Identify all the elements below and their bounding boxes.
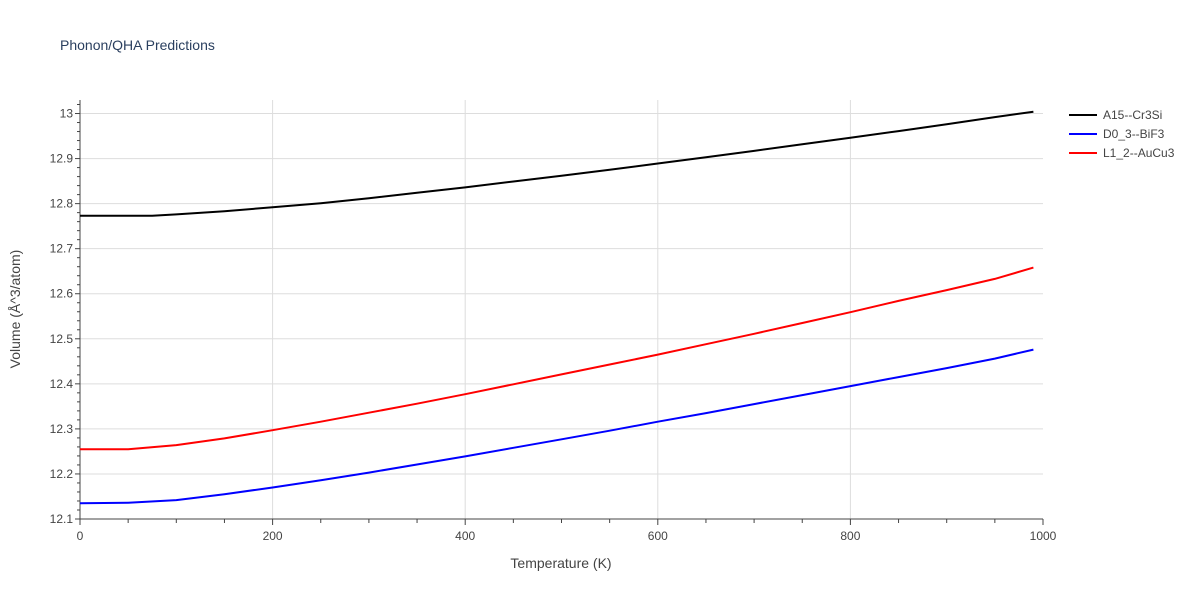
- series-line: [80, 110, 1034, 217]
- grid: [80, 100, 1043, 520]
- y-tick-label: 12.4: [50, 377, 74, 391]
- y-tick-label: 12.5: [50, 332, 74, 346]
- y-axis-ticks: 12.1 12.2 12.3 12.4 12.5 12.6 12.7 12.8 12.9 13: [50, 107, 74, 526]
- y-axis-title: Volume (Å^3/atom): [7, 250, 23, 369]
- y-tick-label: 12.7: [50, 242, 74, 256]
- y-tick-label: 12.3: [50, 422, 74, 436]
- series-line: [79, 348, 1034, 505]
- legend-label: D0_3--BiF3: [1103, 127, 1165, 141]
- x-tick-label: 200: [263, 529, 283, 543]
- y-tick-label: 12.8: [50, 197, 74, 211]
- chart-title: Phonon/QHA Predictions: [60, 37, 215, 53]
- y-tick-label: 12.1: [50, 512, 74, 526]
- axes: [75, 100, 1044, 525]
- legend-label: A15--Cr3Si: [1103, 108, 1162, 122]
- x-tick-label: 800: [840, 529, 860, 543]
- x-tick-label: 400: [455, 529, 475, 543]
- y-tick-label: 12.6: [50, 287, 74, 301]
- y-tick-label: 12.9: [50, 152, 74, 166]
- legend-label: L1_2--AuCu3: [1103, 146, 1175, 160]
- x-axis-ticks: 0 200 400 600 800 1000: [77, 529, 1057, 543]
- x-axis-title: Temperature (K): [510, 555, 611, 571]
- x-tick-label: 1000: [1030, 529, 1057, 543]
- series-line: [80, 266, 1034, 451]
- series-group: [79, 110, 1034, 505]
- legend: A15--Cr3Si D0_3--BiF3 L1_2--AuCu3: [1069, 108, 1175, 160]
- y-tick-label: 12.2: [50, 467, 74, 481]
- x-tick-label: 0: [77, 529, 84, 543]
- x-tick-label: 600: [648, 529, 668, 543]
- y-tick-label: 13: [60, 107, 74, 121]
